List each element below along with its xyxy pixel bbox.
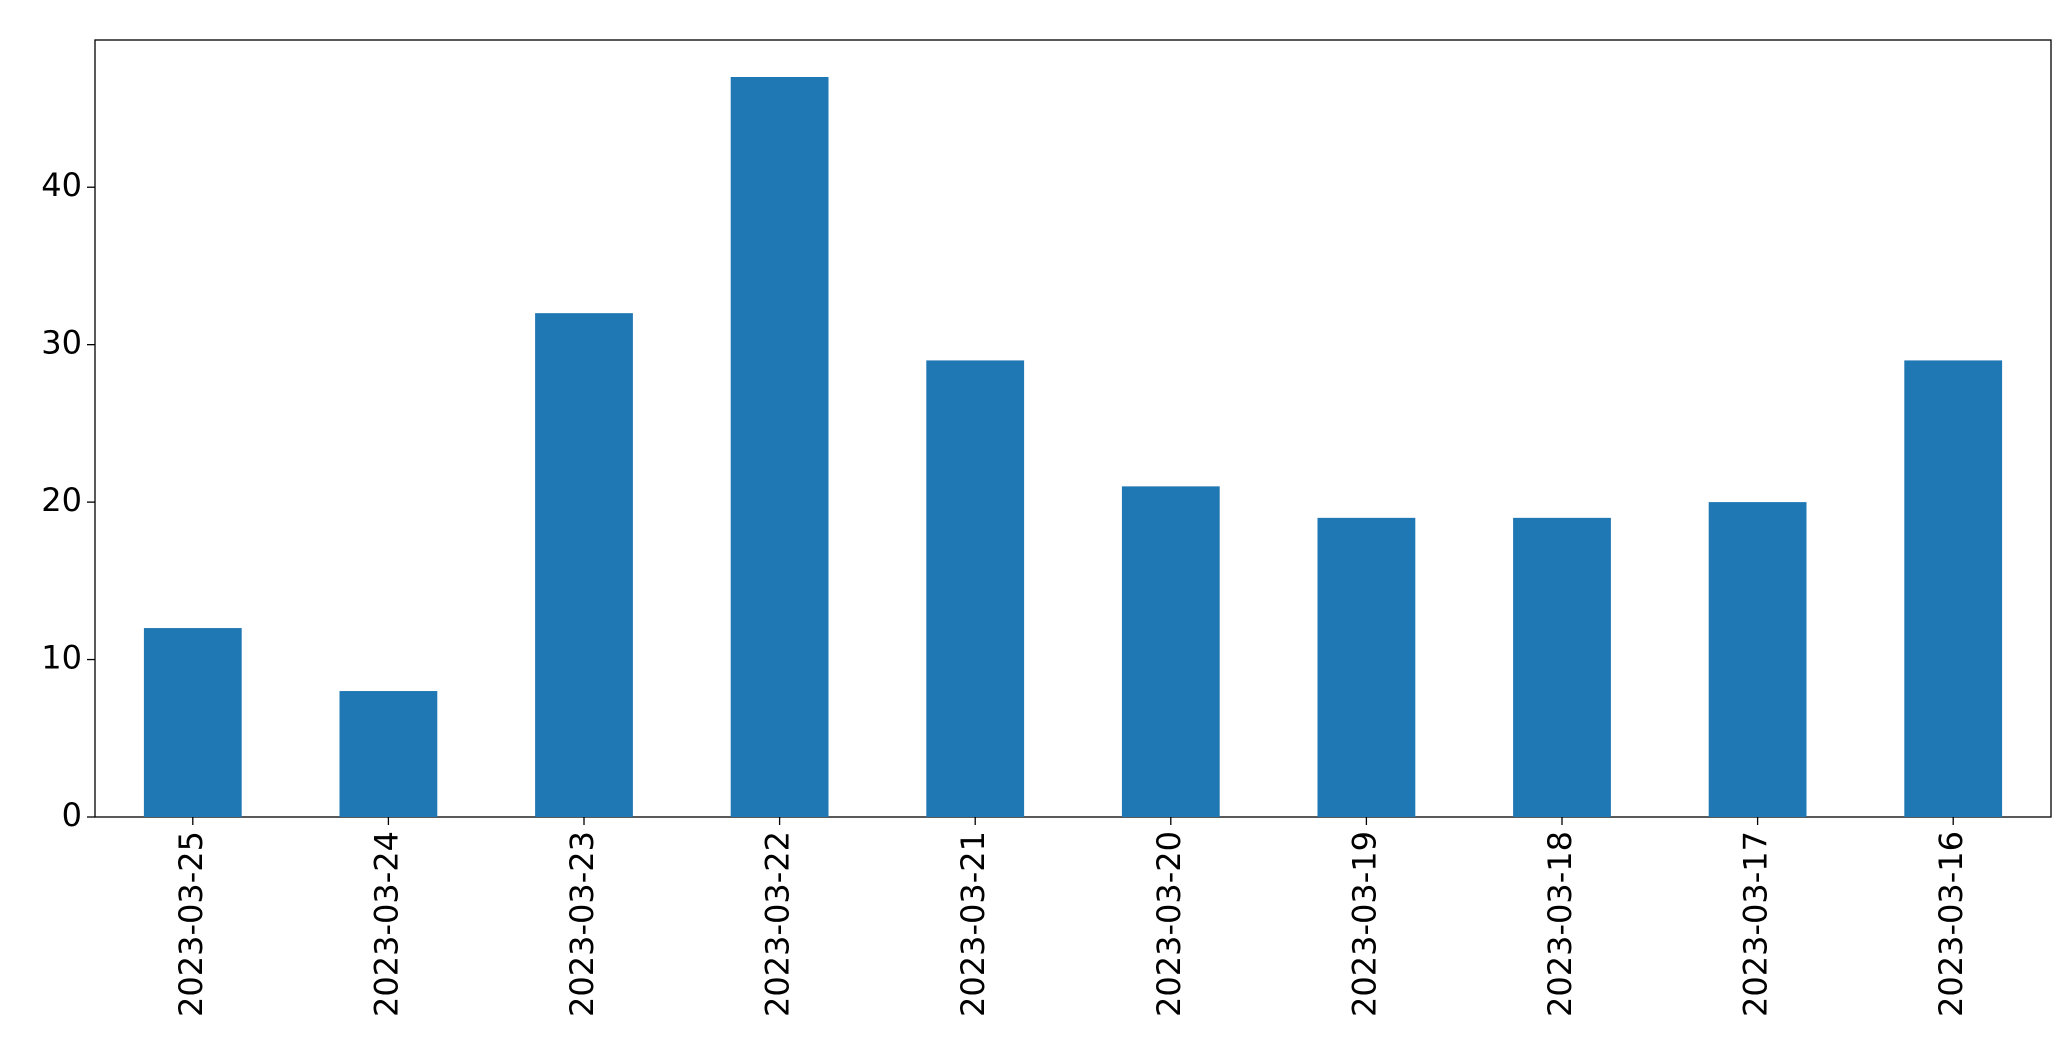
y-tick-label: 0	[62, 796, 82, 834]
y-tick-label: 30	[41, 324, 82, 362]
x-tick-label: 2023-03-21	[954, 831, 992, 1017]
bar	[1121, 486, 1220, 817]
bar	[143, 628, 242, 817]
bar	[1317, 517, 1416, 817]
y-tick-label: 40	[41, 166, 82, 204]
x-tick-label: 2023-03-24	[367, 831, 405, 1017]
axes-frame	[94, 39, 2052, 818]
y-tick-label: 20	[41, 481, 82, 519]
bar	[1513, 517, 1611, 817]
bar	[1708, 502, 1807, 817]
bar	[339, 691, 438, 817]
bar	[1904, 360, 2003, 817]
x-tick-label: 2023-03-20	[1150, 831, 1188, 1017]
x-tick-label: 2023-03-17	[1737, 831, 1775, 1017]
x-tick-label: 2023-03-19	[1345, 831, 1383, 1017]
x-tick-label: 2023-03-22	[759, 831, 797, 1017]
x-tick-label: 2023-03-23	[563, 831, 601, 1017]
bar	[730, 77, 829, 817]
bar	[926, 360, 1025, 817]
x-tick-label: 2023-03-16	[1932, 831, 1970, 1017]
x-tick-label: 2023-03-18	[1541, 831, 1579, 1017]
bar	[535, 313, 633, 817]
y-tick-label: 10	[41, 639, 82, 677]
x-tick-label: 2023-03-25	[172, 831, 210, 1017]
